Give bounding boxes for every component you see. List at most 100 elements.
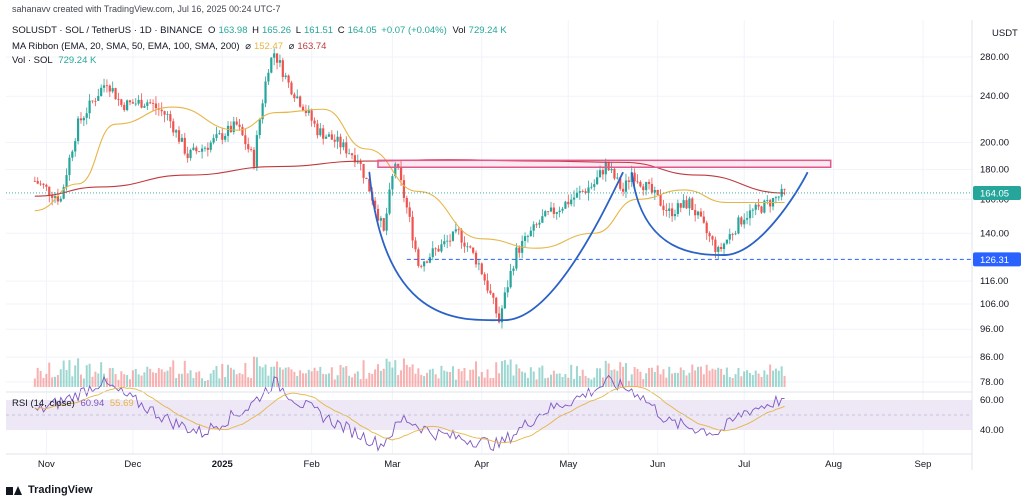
- volume-bar: [345, 366, 348, 387]
- candle-body: [668, 208, 671, 211]
- volume-bar: [627, 380, 630, 387]
- candle-body: [189, 149, 192, 159]
- candle-body: [509, 270, 512, 288]
- candle-body: [209, 142, 212, 150]
- candle-body: [200, 148, 204, 152]
- volume-bar: [714, 369, 717, 387]
- volume-bar: [483, 377, 486, 387]
- candle-body: [737, 217, 740, 234]
- volume-bar: [56, 375, 59, 387]
- candle-body: [665, 209, 668, 211]
- candle-body: [682, 200, 685, 208]
- volume-bar: [252, 356, 255, 387]
- volume-bar: [117, 379, 120, 387]
- candle-body: [740, 217, 743, 225]
- volume-bar: [659, 374, 662, 387]
- candle-body: [244, 135, 247, 145]
- volume-bar: [475, 361, 478, 387]
- volume-bar: [697, 366, 700, 387]
- time-tick-label: 2025: [212, 459, 234, 470]
- volume-bar: [152, 372, 155, 387]
- candle-body: [731, 234, 734, 235]
- volume-label[interactable]: Vol · SOL: [12, 55, 53, 66]
- volume-bar: [645, 373, 648, 387]
- volume-bar: [218, 378, 221, 387]
- time-tick-label: Mar: [384, 459, 400, 470]
- volume-bar: [772, 370, 775, 387]
- candle-body: [443, 241, 446, 245]
- candle-body: [535, 224, 538, 226]
- candle-body: [526, 236, 530, 237]
- candle-body: [463, 242, 466, 247]
- volume-bar: [362, 360, 365, 387]
- candle-body: [336, 136, 339, 142]
- volume-bar: [449, 372, 452, 387]
- candle-body: [440, 244, 443, 252]
- volume-bar: [120, 371, 123, 387]
- volume-bar: [307, 369, 310, 387]
- candle-body: [547, 211, 550, 212]
- candle-body: [324, 136, 328, 139]
- candle-body: [515, 247, 518, 269]
- candle-body: [725, 239, 728, 244]
- volume-bar: [408, 367, 411, 387]
- candle-body: [717, 246, 720, 252]
- candle-body: [766, 200, 769, 201]
- price-tick-label: 240.00: [980, 91, 1009, 102]
- volume-bar: [766, 374, 769, 387]
- volume-bar: [82, 378, 85, 387]
- volume-bar: [480, 372, 483, 387]
- chart-grid: [6, 20, 972, 454]
- volume-bar: [423, 376, 426, 387]
- volume-bar: [33, 378, 36, 387]
- candle-body: [350, 153, 354, 156]
- volume-bar: [382, 368, 385, 387]
- volume-bar: [45, 373, 48, 387]
- volume-bar: [731, 378, 734, 387]
- volume-bar: [394, 360, 397, 387]
- volume-bar: [183, 360, 186, 387]
- candle-body: [353, 155, 357, 163]
- candle-body: [307, 110, 310, 113]
- candle-body: [596, 177, 599, 185]
- volume-bar: [54, 376, 57, 387]
- candle-body: [457, 229, 460, 231]
- volume-bar: [333, 379, 336, 387]
- volume-bar: [622, 366, 625, 387]
- time-tick-label: Feb: [303, 459, 319, 470]
- tradingview-logo-icon: [6, 485, 24, 495]
- candle-body: [783, 188, 786, 190]
- volume-bar: [201, 378, 204, 387]
- volume-bar: [221, 363, 224, 387]
- candle-body: [734, 233, 737, 235]
- volume-bar: [613, 369, 616, 387]
- candle-body: [175, 130, 178, 133]
- candle-body: [287, 75, 290, 83]
- rsi-label[interactable]: RSI (14, close): [12, 398, 75, 409]
- volume-bar: [325, 374, 328, 387]
- candle-body: [645, 182, 648, 191]
- volume-bar: [711, 368, 714, 387]
- price-tick-label: 280.00: [980, 52, 1009, 63]
- symbol-label[interactable]: SOLUSDT · SOL / TetherUS · 1D · BINANCE: [12, 25, 203, 36]
- volume-bar: [717, 367, 720, 387]
- candle-body: [497, 313, 501, 323]
- volume-bar: [229, 367, 232, 387]
- candle-body: [316, 123, 319, 136]
- price-axis: 280.00240.00200.00180.00160.00140.00116.…: [980, 52, 1009, 388]
- candle-body: [613, 168, 616, 179]
- candle-body: [474, 252, 478, 265]
- ma-label[interactable]: MA Ribbon (EMA, 20, SMA, 50, EMA, 100, S…: [12, 41, 240, 52]
- candle-body: [385, 213, 388, 231]
- candle-body: [151, 103, 155, 105]
- candle-body: [192, 147, 195, 150]
- candle-body: [446, 240, 449, 242]
- volume-bar: [166, 370, 169, 387]
- volume-bar: [154, 372, 157, 387]
- candle-body: [431, 248, 434, 258]
- volume-bar: [322, 373, 325, 387]
- candle-body: [85, 113, 88, 118]
- volume-bar: [673, 372, 676, 387]
- price-tick-label: 140.00: [980, 228, 1009, 239]
